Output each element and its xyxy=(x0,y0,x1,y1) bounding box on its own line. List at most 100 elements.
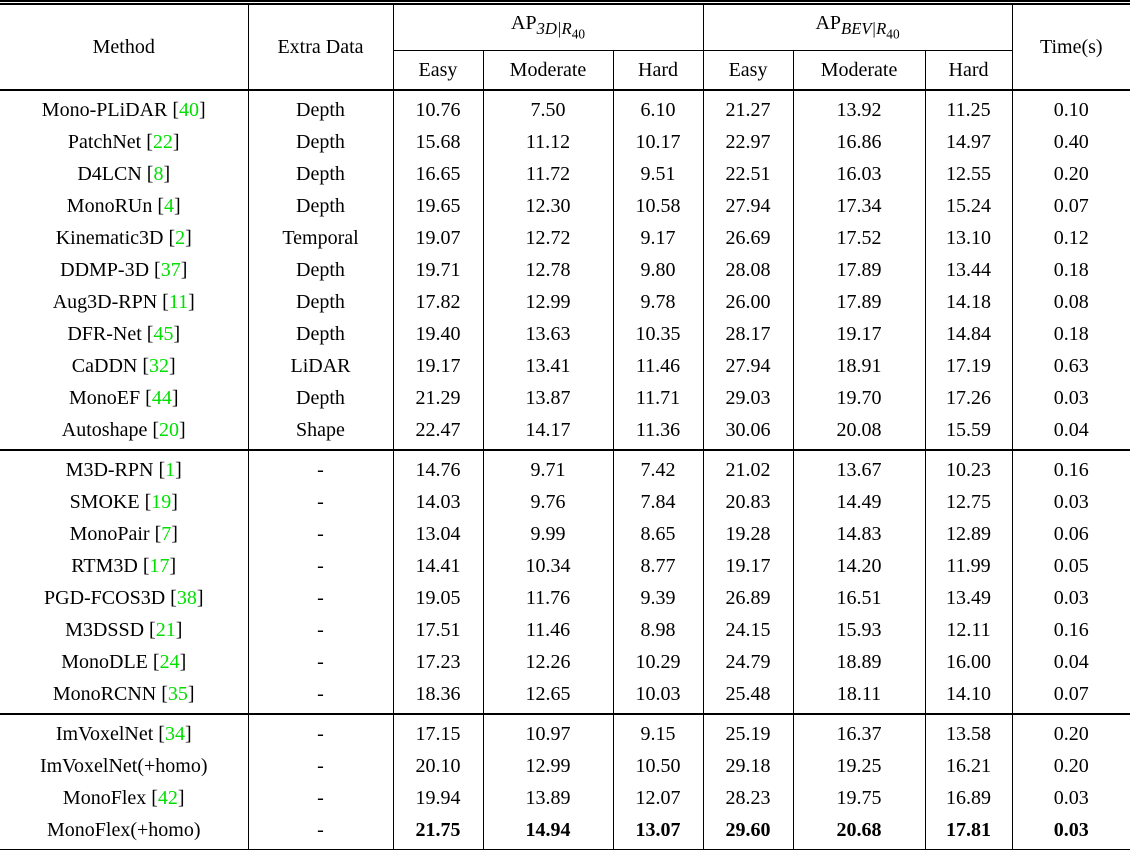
apbev-hard-value: 11.25 xyxy=(925,90,1013,126)
method-cell: M3DSSD [21] xyxy=(0,614,249,646)
method-cell: MonoFlex [42] xyxy=(0,782,249,814)
ap3d-moderate-value: 9.99 xyxy=(483,518,614,550)
citation-link[interactable]: 24 xyxy=(159,650,180,673)
citation-link[interactable]: 22 xyxy=(152,130,173,153)
header-row-groups: Method Extra Data AP3D|R40 APBEV|R40 Tim… xyxy=(0,2,1130,91)
extra-data-cell: - xyxy=(248,582,394,614)
method-cell: RTM3D [17] xyxy=(0,550,249,582)
method-label: RTM3D xyxy=(71,554,138,577)
citation-bracket-close: ] xyxy=(185,226,192,249)
citation-link[interactable]: 45 xyxy=(153,322,174,345)
citation-link[interactable]: 21 xyxy=(155,618,176,641)
citation-link[interactable]: 17 xyxy=(149,554,170,577)
table-row: Autoshape [20] Shape 22.47 14.17 11.36 30.06 2… xyxy=(0,414,1130,450)
apbev-hard-value: 15.59 xyxy=(925,414,1013,450)
ap3d-moderate-value: 13.41 xyxy=(483,350,614,382)
citation-link[interactable]: 7 xyxy=(161,522,172,545)
citation-link[interactable]: 34 xyxy=(164,722,185,745)
apbev-easy-value: 22.97 xyxy=(703,126,794,158)
citation-bracket-open: [ xyxy=(140,386,152,409)
citation-bracket-open: [ xyxy=(153,722,165,745)
extra-data-cell: - xyxy=(248,678,394,714)
citation-link[interactable]: 42 xyxy=(157,786,178,809)
citation-link[interactable]: 2 xyxy=(175,226,186,249)
apbev-moderate-value: 14.83 xyxy=(793,518,926,550)
col-header-apbev: APBEV|R40 xyxy=(703,2,1013,51)
citation-bracket-close: ] xyxy=(179,650,187,673)
citation-bracket-open: [ xyxy=(153,458,166,481)
citation-bracket-open: [ xyxy=(147,650,160,673)
method-label: PGD-FCOS3D xyxy=(44,586,166,609)
ap3d-hard-value: 9.39 xyxy=(613,582,704,614)
method-label: MonoRUn xyxy=(66,194,153,217)
ap3d-moderate-value: 12.26 xyxy=(483,646,614,678)
citation-link[interactable]: 19 xyxy=(151,490,172,513)
citation-link[interactable]: 1 xyxy=(165,458,176,481)
table-row: ImVoxelNet [34] -17.15 10.97 9.15 25.19 16.37… xyxy=(0,714,1130,750)
citation-bracket-close: ] xyxy=(184,722,192,745)
col-header-extra-data: Extra Data xyxy=(248,2,394,91)
ap3d-easy-value: 19.05 xyxy=(393,582,484,614)
ap3d-hard-value: 9.78 xyxy=(613,286,704,318)
citation-link[interactable]: 4 xyxy=(164,194,175,217)
citation-link[interactable]: 38 xyxy=(176,586,197,609)
extra-data-cell: Depth xyxy=(248,158,394,190)
citation-bracket-open: [ xyxy=(146,786,158,809)
ap3d-hard-value: 9.80 xyxy=(613,254,704,286)
citation-bracket-close: ] xyxy=(163,162,171,185)
method-label: MonoDLE xyxy=(61,650,148,673)
method-cell: CaDDN [32] xyxy=(0,350,249,382)
citation-bracket-close: ] xyxy=(180,258,188,281)
citation-link[interactable]: 8 xyxy=(153,162,164,185)
col-header-time: Time(s) xyxy=(1011,2,1130,91)
ap3d-easy-value: 14.76 xyxy=(393,450,484,486)
table-row: M3D-RPN [1] -14.76 9.71 7.42 21.02 13.67 10.23… xyxy=(0,450,1130,486)
time-value: 0.03 xyxy=(1053,490,1089,513)
citation-bracket-open: [ xyxy=(149,522,162,545)
citation-bracket-close: ] xyxy=(171,490,178,513)
citation-link[interactable]: 11 xyxy=(168,290,189,313)
citation-bracket-open: [ xyxy=(141,322,154,345)
ap3d-moderate-value: 10.34 xyxy=(483,550,614,582)
method-cell: Aug3D-RPN [11] xyxy=(0,286,249,318)
citation-link[interactable]: 32 xyxy=(149,354,170,377)
method-cell: D4LCN [8] xyxy=(0,158,249,190)
citation-bracket-close: ] xyxy=(177,786,185,809)
citation-link[interactable]: 20 xyxy=(159,418,180,441)
apbev-moderate-value: 16.03 xyxy=(793,158,926,190)
extra-data-cell: Depth xyxy=(248,318,394,350)
ap3d-easy-value: 15.68 xyxy=(393,126,484,158)
citation-link[interactable]: 37 xyxy=(160,258,181,281)
ap3d-easy-value: 14.41 xyxy=(393,550,484,582)
apbev-moderate-value: 15.93 xyxy=(793,614,926,646)
time-value: 0.16 xyxy=(1053,458,1089,481)
method-cell: Autoshape [20] xyxy=(0,414,249,450)
citation-bracket-close: ] xyxy=(199,98,206,121)
ap3d-hard-value: 9.17 xyxy=(613,222,704,254)
apbev-moderate-value: 16.37 xyxy=(793,714,926,750)
apbev-hard-value: 12.75 xyxy=(925,486,1013,518)
extra-data-cell: Depth xyxy=(248,254,394,286)
apbev-moderate-value: 19.17 xyxy=(793,318,926,350)
citation-bracket-close: ] xyxy=(171,386,179,409)
method-label: M3DSSD xyxy=(65,618,145,641)
citation-link[interactable]: 40 xyxy=(179,98,200,121)
citation-link[interactable]: 44 xyxy=(151,386,172,409)
citation-bracket-open: [ xyxy=(165,586,177,609)
table-row: Aug3D-RPN [11] Depth 17.82 12.99 9.78 26.00 17… xyxy=(0,286,1130,318)
citation-link[interactable]: 35 xyxy=(167,682,188,705)
ap3d-moderate-value: 11.46 xyxy=(483,614,614,646)
table-row: Mono-PLiDAR [40] Depth 10.76 7.50 6.10 21.27 1… xyxy=(0,90,1130,126)
apbev-easy-value: 24.79 xyxy=(703,646,794,678)
table-row: D4LCN [8] Depth 16.65 11.72 9.51 22.51 16.03 12… xyxy=(0,158,1130,190)
extra-data-cell: Depth xyxy=(248,382,394,414)
time-value: 0.18 xyxy=(1053,258,1089,281)
citation-bracket-close: ] xyxy=(174,194,181,217)
time-value: 0.03 xyxy=(1053,786,1089,809)
ap3d-hard-value: 9.15 xyxy=(613,714,704,750)
ap3d-easy-value: 18.36 xyxy=(393,678,484,714)
table-group-2: M3D-RPN [1] -14.76 9.71 7.42 21.02 13.67 10.23… xyxy=(0,450,1130,714)
apbev-hard-value: 17.19 xyxy=(925,350,1013,382)
ap3d-hard-value: 6.10 xyxy=(613,90,704,126)
